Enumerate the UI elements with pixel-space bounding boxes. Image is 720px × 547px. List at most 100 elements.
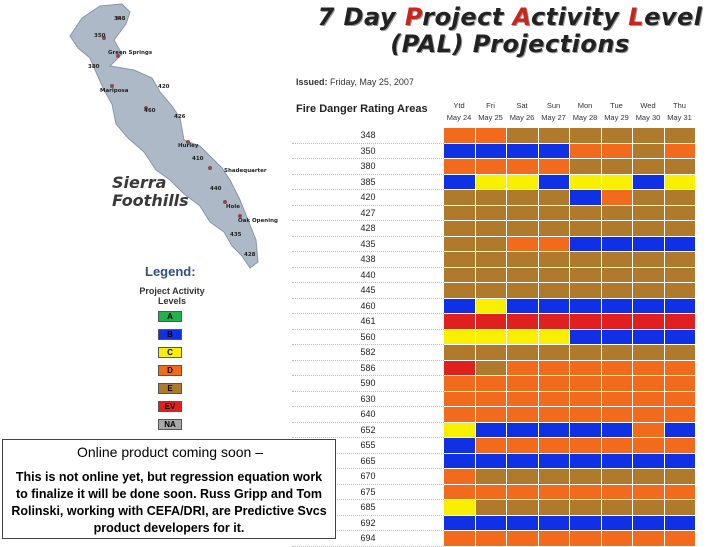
level-cell	[633, 360, 665, 376]
level-cell	[664, 469, 696, 485]
level-cell	[633, 500, 665, 516]
level-cell	[633, 484, 665, 500]
grid-row	[444, 221, 696, 237]
level-cell	[633, 453, 665, 469]
grid-row	[444, 159, 696, 175]
level-cell	[507, 267, 539, 283]
level-cell	[570, 484, 602, 500]
level-cell	[538, 252, 570, 268]
level-cell	[633, 298, 665, 314]
area-row: 438	[292, 252, 444, 268]
area-label: 694	[360, 533, 376, 543]
area-label: 670	[360, 471, 376, 481]
level-cell	[444, 252, 476, 268]
level-cell	[664, 376, 696, 392]
area-row: 652	[292, 422, 444, 438]
title-line1: 7 Day Project Activity Level	[317, 3, 703, 31]
grid-row	[444, 407, 696, 423]
area-label: 380	[360, 161, 376, 171]
level-cell	[507, 159, 539, 175]
level-cell	[601, 376, 633, 392]
map-label: 460	[144, 108, 156, 114]
level-cell	[633, 174, 665, 190]
map-label: Shadequarter	[224, 168, 267, 174]
level-cell	[633, 329, 665, 345]
level-cell	[444, 236, 476, 252]
level-cell	[507, 515, 539, 531]
map-label: 420	[158, 84, 170, 90]
level-cell	[475, 329, 507, 345]
level-cell	[633, 531, 665, 547]
area-row: 461	[292, 314, 444, 330]
level-cell	[507, 236, 539, 252]
level-cell	[444, 469, 476, 485]
level-cell	[475, 531, 507, 547]
level-cell	[664, 267, 696, 283]
level-cell	[664, 283, 696, 299]
level-cell	[475, 314, 507, 330]
level-cell	[664, 438, 696, 454]
grid-row	[444, 283, 696, 299]
day-header: Tue May 29	[604, 101, 629, 122]
level-cell	[507, 391, 539, 407]
level-cell	[601, 360, 633, 376]
level-cell	[444, 376, 476, 392]
legend-swatch: EV	[158, 401, 182, 412]
grid-row	[444, 515, 696, 531]
area-row: 586	[292, 360, 444, 376]
level-cell	[444, 190, 476, 206]
level-cell	[475, 469, 507, 485]
level-cell	[444, 500, 476, 516]
level-cell	[633, 391, 665, 407]
area-row: 560	[292, 329, 444, 345]
level-cell	[538, 283, 570, 299]
grid-row	[444, 376, 696, 392]
level-cell	[601, 407, 633, 423]
level-cell	[664, 236, 696, 252]
map-label: 348	[114, 16, 126, 22]
map-label: Oak Opening	[238, 218, 278, 224]
level-cell	[664, 329, 696, 345]
level-cell	[570, 221, 602, 237]
grid-row	[444, 453, 696, 469]
grid-row	[444, 345, 696, 361]
legend-swatch: C	[158, 347, 182, 358]
level-cell	[633, 314, 665, 330]
grid-row	[444, 469, 696, 485]
level-cell	[601, 174, 633, 190]
grid-row	[444, 143, 696, 159]
day-header: Ytd May 24	[446, 101, 472, 122]
level-cell	[475, 500, 507, 516]
area-label: 692	[360, 517, 376, 528]
day-header: Wed May 30	[635, 101, 661, 122]
level-cell	[444, 453, 476, 469]
region-shape	[69, 3, 259, 269]
grid-row	[444, 360, 696, 376]
grid-row	[444, 205, 696, 221]
area-row: 435	[292, 236, 444, 252]
level-cell	[475, 484, 507, 500]
map-label: Green Springs	[108, 50, 153, 56]
level-cell	[633, 190, 665, 206]
level-cell	[601, 283, 633, 299]
note-body: This is not online yet, but regression e…	[11, 470, 327, 535]
area-row: 440	[292, 267, 444, 283]
level-cell	[664, 205, 696, 221]
level-cell	[538, 345, 570, 361]
level-cell	[570, 345, 602, 361]
level-cell	[570, 159, 602, 175]
area-label: 428	[360, 223, 376, 233]
day-header: Mon May 28	[572, 101, 598, 122]
area-label: 440	[360, 269, 376, 280]
level-cell	[538, 531, 570, 547]
level-cell	[538, 314, 570, 330]
level-cell	[601, 484, 633, 500]
level-cell	[570, 128, 602, 144]
level-cell	[507, 174, 539, 190]
level-cell	[538, 267, 570, 283]
level-cell	[444, 531, 476, 547]
level-cell	[444, 128, 476, 144]
level-cell	[444, 298, 476, 314]
level-cell	[507, 453, 539, 469]
level-cell	[507, 205, 539, 221]
